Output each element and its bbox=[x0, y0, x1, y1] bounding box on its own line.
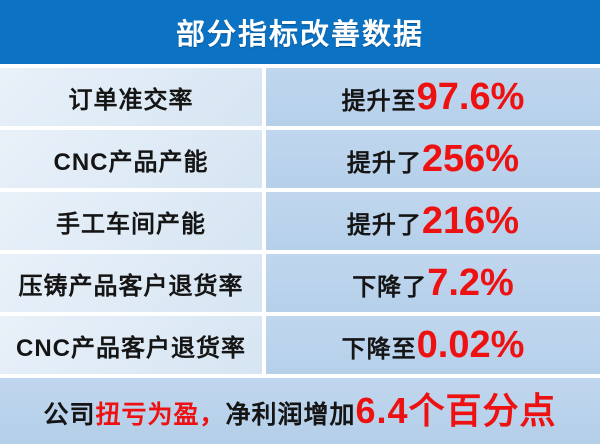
change-value: 216% bbox=[421, 200, 520, 242]
metric-value-line: 下降至0.02% bbox=[342, 326, 525, 364]
metric-value-cell: 提升至97.6% bbox=[266, 68, 600, 126]
metric-label: 压铸产品客户退货率 bbox=[18, 272, 244, 300]
metric-value-line: 下降了7.2% bbox=[352, 264, 514, 302]
change-value: 7.2% bbox=[427, 262, 514, 304]
metric-value-cell: 下降了7.2% bbox=[266, 254, 600, 312]
change-prefix: 提升了 bbox=[346, 212, 422, 239]
change-prefix: 下降至 bbox=[341, 336, 417, 363]
table-row: CNC产品客户退货率 下降至0.02% bbox=[0, 316, 600, 374]
table-row: CNC产品产能 提升了256% bbox=[0, 130, 600, 188]
summary-footer: 公司扭亏为盈，净利润增加6.4个百分点 bbox=[0, 378, 600, 444]
metric-value-line: 提升至97.6% bbox=[342, 78, 525, 116]
table-row: 压铸产品客户退货率 下降了7.2% bbox=[0, 254, 600, 312]
change-prefix: 提升了 bbox=[346, 150, 422, 177]
metric-label-cell: 订单准交率 bbox=[0, 68, 262, 126]
metric-label: CNC产品客户退货率 bbox=[16, 334, 246, 362]
summary-seg-turnaround: 扭亏为盈， bbox=[95, 401, 226, 429]
change-value: 256% bbox=[421, 138, 520, 180]
metric-value-line: 提升了216% bbox=[347, 202, 519, 240]
table-row: 手工车间产能 提升了216% bbox=[0, 192, 600, 250]
change-value: 97.6% bbox=[416, 76, 525, 118]
metric-value-cell: 提升了216% bbox=[266, 192, 600, 250]
metric-label: CNC产品产能 bbox=[53, 148, 209, 176]
metric-value-line: 提升了256% bbox=[347, 140, 519, 178]
metric-label: 手工车间产能 bbox=[56, 210, 206, 238]
page-title: 部分指标改善数据 bbox=[175, 19, 424, 51]
metric-value-cell: 提升了256% bbox=[266, 130, 600, 188]
metric-label: 订单准交率 bbox=[68, 86, 194, 114]
metric-label-cell: CNC产品客户退货率 bbox=[0, 316, 262, 374]
change-value: 0.02% bbox=[416, 324, 525, 366]
summary-seg-amount: 6.4个百分点 bbox=[355, 390, 557, 431]
summary-text: 公司扭亏为盈，净利润增加6.4个百分点 bbox=[43, 393, 556, 429]
metric-label-cell: 手工车间产能 bbox=[0, 192, 262, 250]
change-prefix: 提升至 bbox=[341, 88, 417, 115]
title-banner: 部分指标改善数据 bbox=[0, 0, 600, 64]
change-prefix: 下降了 bbox=[352, 274, 428, 301]
metric-label-cell: 压铸产品客户退货率 bbox=[0, 254, 262, 312]
metric-label-cell: CNC产品产能 bbox=[0, 130, 262, 188]
summary-seg-profit: 净利润增加 bbox=[225, 401, 356, 429]
metric-value-cell: 下降至0.02% bbox=[266, 316, 600, 374]
table-row: 订单准交率 提升至97.6% bbox=[0, 68, 600, 126]
summary-seg-company: 公司 bbox=[43, 401, 96, 429]
